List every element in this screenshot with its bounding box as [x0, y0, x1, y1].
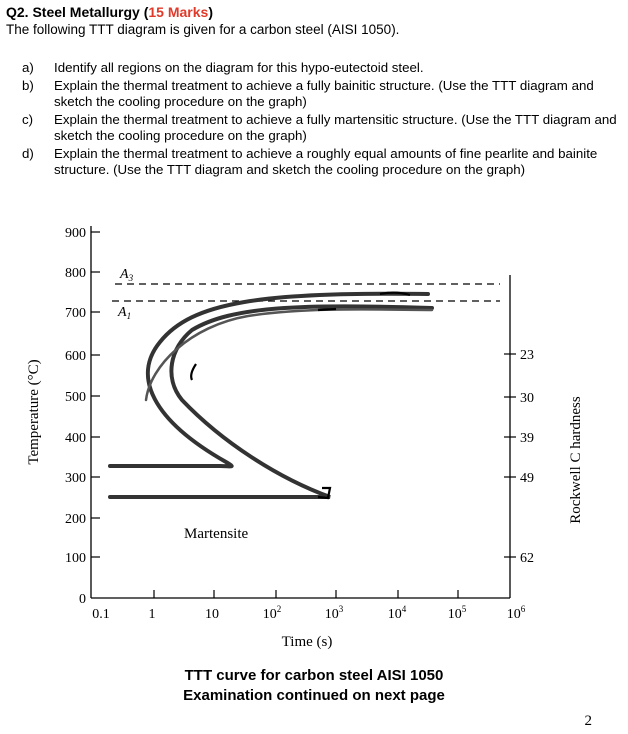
ttt-diagram: 900 800 700 600 500 400 300 200 100 0 0.…: [26, 226, 584, 650]
hand-mark: [317, 307, 337, 312]
y-tick-label: 600: [65, 349, 86, 364]
y2-axis-title: Rockwell C hardness: [568, 396, 584, 524]
intermediate-curve: [144, 308, 434, 402]
hardness-tick-label: 39: [520, 431, 534, 446]
x-tick-label: 104: [388, 604, 407, 622]
y-tick-labels: 900 800 700 600 500 400 300 200 100 0: [65, 226, 86, 607]
hardness-tick-label: 30: [520, 391, 534, 406]
caption-line-2: Examination continued on next page: [183, 687, 445, 704]
finish-curve: [108, 304, 434, 499]
y-tick-label: 400: [65, 431, 86, 446]
item-text: Explain the thermal treatment to achieve…: [54, 112, 617, 143]
martensite-label: Martensite: [184, 526, 248, 542]
y-tick-label: 900: [65, 226, 86, 241]
y-tick-label: 200: [65, 512, 86, 527]
y-tick-label: 100: [65, 551, 86, 566]
y-tick-label: 300: [65, 471, 86, 486]
item-text: Identify all regions on the diagram for …: [54, 60, 424, 75]
y-axis-title: Temperature (°C): [26, 359, 42, 464]
hardness-tick-labels: 23 30 39 49 62: [520, 348, 534, 566]
item-text: Explain the thermal treatment to achieve…: [54, 146, 598, 177]
y-tick-label: 800: [65, 266, 86, 281]
page-number: 2: [584, 713, 593, 729]
question-intro: The following TTT diagram is given for a…: [6, 22, 400, 37]
title-suffix: ): [208, 4, 213, 20]
y-tick-label: 500: [65, 390, 86, 405]
item-label: a): [22, 60, 34, 75]
item-label: d): [22, 146, 34, 161]
x-tick-label: 103: [325, 604, 344, 622]
question-items: a) Identify all regions on the diagram fo…: [22, 60, 620, 180]
hardness-tick-label: 23: [520, 348, 534, 363]
question-item: a) Identify all regions on the diagram fo…: [22, 60, 620, 76]
item-label: b): [22, 78, 34, 93]
a3-label: A3: [119, 267, 134, 283]
item-label: c): [22, 112, 34, 127]
caption-line-1: TTT curve for carbon steel AISI 1050: [184, 667, 444, 684]
x-tick-label: 106: [507, 604, 526, 622]
x-tick-label: 0.1: [92, 607, 110, 622]
start-curve: [108, 291, 430, 469]
y-tick-label: 0: [79, 592, 86, 607]
x-tick-label: 10: [205, 607, 219, 622]
hardness-tick-label: 49: [520, 471, 534, 486]
x-tick-labels: 0.1 1 10 102 103 104 105 106: [92, 604, 526, 622]
question-item: c) Explain the thermal treatment to achie…: [22, 112, 620, 144]
question-title: Q2. Steel Metallurgy (15 Marks): [6, 4, 213, 20]
hardness-tick-label: 62: [520, 551, 534, 566]
question-item: b) Explain the thermal treatment to achie…: [22, 78, 620, 110]
x-tick-label: 105: [448, 604, 467, 622]
y-tick-marks: [91, 231, 100, 558]
a1-label: A1: [117, 305, 131, 321]
y-tick-label: 700: [65, 306, 86, 321]
title-prefix: Q2. Steel Metallurgy (: [6, 4, 149, 20]
hand-mark: [379, 291, 411, 297]
hand-mark: [190, 363, 197, 381]
marks-label: 15 Marks: [148, 4, 209, 20]
hand-mark: [317, 486, 332, 500]
question-item: d) Explain the thermal treatment to achie…: [22, 146, 620, 178]
item-text: Explain the thermal treatment to achieve…: [54, 78, 594, 109]
x-tick-marks: [153, 590, 459, 598]
x-tick-label: 1: [149, 607, 156, 622]
x-tick-label: 102: [263, 604, 282, 622]
hardness-tick-marks: [504, 353, 516, 558]
x-axis-title: Time (s): [282, 634, 333, 650]
